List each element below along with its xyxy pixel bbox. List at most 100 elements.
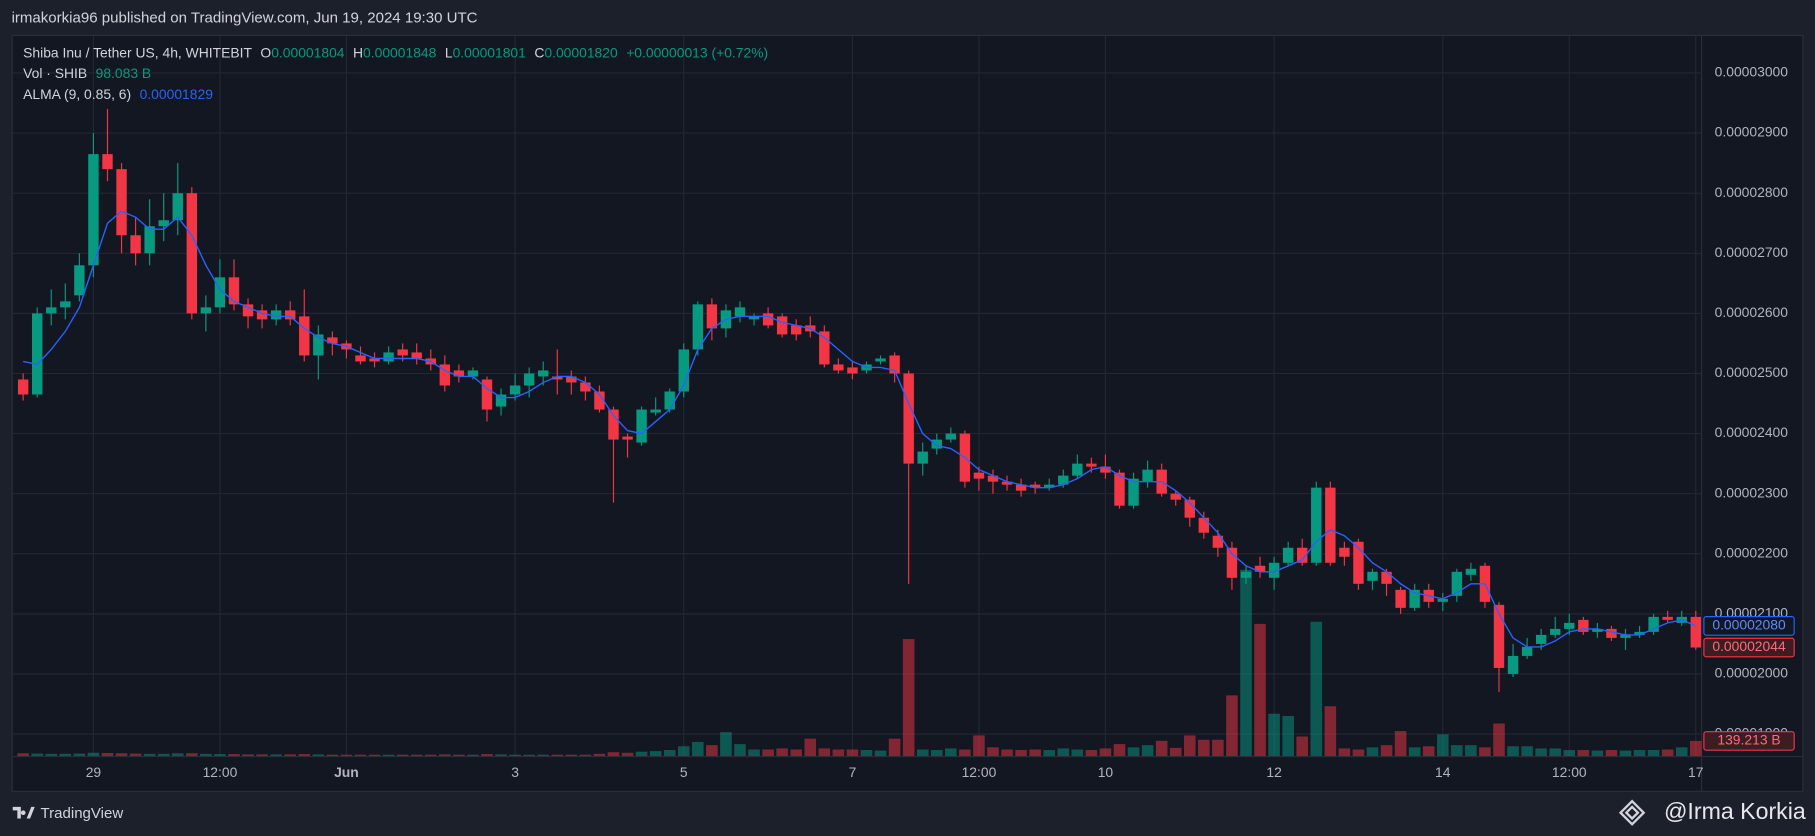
volume-bar xyxy=(1563,750,1576,756)
candle-body xyxy=(1395,589,1406,608)
volume-bar xyxy=(101,752,114,756)
volume-bar xyxy=(930,750,943,756)
candle-body xyxy=(580,382,591,392)
candle-body xyxy=(917,451,928,464)
volume-bar xyxy=(1605,750,1618,756)
x-tick-label: 12:00 xyxy=(203,764,238,780)
ohlc-value: 0.00001820 xyxy=(544,44,618,60)
candle-body xyxy=(734,307,746,317)
candle-body xyxy=(1297,547,1308,563)
candle-body xyxy=(706,304,718,329)
candle-body xyxy=(242,304,254,317)
volume-bar xyxy=(692,741,704,756)
candle-body xyxy=(256,310,268,320)
volume-bar xyxy=(129,753,142,756)
volume-bar xyxy=(115,753,128,756)
alma-last-label: 0.00002080 xyxy=(1712,617,1786,633)
volume-bar xyxy=(677,746,690,756)
volume-bar xyxy=(73,753,86,756)
ohlc-key: H xyxy=(353,44,363,60)
candle-body xyxy=(1029,484,1041,488)
volume-last-label: 139.213 B xyxy=(1717,732,1780,748)
candle-body xyxy=(1268,562,1280,578)
candle-body xyxy=(1409,589,1420,608)
candle-body xyxy=(31,313,43,395)
x-tick-label: 7 xyxy=(849,764,857,780)
candle-body xyxy=(566,376,577,383)
candle-body xyxy=(1564,622,1575,629)
volume-bar xyxy=(396,754,409,756)
volume-bar xyxy=(706,745,718,756)
author: @Irma Korkia xyxy=(1664,798,1806,824)
volume-bar xyxy=(888,738,901,756)
y-tick-label: 0.00002400 xyxy=(1715,424,1789,440)
candle-body xyxy=(523,373,535,386)
candle-body xyxy=(748,316,760,320)
volume-bar xyxy=(186,753,198,756)
volume-bar xyxy=(1282,715,1294,756)
x-tick-label: 12:00 xyxy=(1552,764,1587,780)
candle-body xyxy=(439,364,451,386)
candle-body xyxy=(1465,568,1477,575)
candle-body xyxy=(1114,472,1125,506)
volume-bar xyxy=(171,753,184,756)
candle-body xyxy=(650,409,661,413)
y-tick-label: 0.00003000 xyxy=(1715,64,1789,80)
volume-bar xyxy=(1254,623,1266,756)
volume-bar xyxy=(1394,731,1407,756)
candle-body xyxy=(1493,604,1505,668)
ohlc-value: 0.00001804 xyxy=(271,44,345,60)
volume-bar xyxy=(368,754,381,756)
volume-bar xyxy=(1057,748,1070,756)
volume-bar xyxy=(1619,750,1632,756)
volume-bar xyxy=(1591,750,1604,756)
close-last-label: 0.00002044 xyxy=(1712,638,1786,654)
volume-bar xyxy=(17,753,29,756)
x-tick-label: 14 xyxy=(1435,764,1451,780)
volume-bar xyxy=(790,749,802,756)
volume-bar xyxy=(1183,735,1196,756)
volume-bar xyxy=(635,751,648,756)
candle-body xyxy=(116,169,127,236)
candle-body xyxy=(17,379,29,395)
candle-body xyxy=(200,307,212,314)
volume-bar xyxy=(1577,750,1590,756)
candle-body xyxy=(214,277,226,308)
candle-body xyxy=(270,310,282,320)
candle-body xyxy=(552,376,563,380)
ohlc-key: L xyxy=(445,44,453,60)
volume-bar xyxy=(326,754,339,756)
candle-body xyxy=(608,409,619,440)
volume-bar xyxy=(1001,749,1013,756)
volume-bar xyxy=(1268,713,1280,756)
volume-bar xyxy=(1296,736,1309,756)
candle-body xyxy=(46,307,57,314)
volume-bar xyxy=(1521,746,1533,756)
volume-bar xyxy=(256,754,268,756)
candle-body xyxy=(1535,634,1547,644)
x-tick-label: 29 xyxy=(86,764,102,780)
candle-body xyxy=(819,331,830,365)
candle-body xyxy=(1690,616,1701,648)
volume-bar xyxy=(1507,746,1519,756)
volume-bar xyxy=(1212,739,1224,756)
x-tick-label: 3 xyxy=(511,764,519,780)
x-tick-label: Jun xyxy=(334,764,359,780)
volume-bar xyxy=(593,753,606,756)
volume-bar xyxy=(439,754,451,756)
volume-header-value: 98.083 B xyxy=(96,65,152,81)
volume-bar xyxy=(31,753,43,756)
volume-bar xyxy=(143,753,156,756)
ohlc-value: 0.00001801 xyxy=(453,44,527,60)
volume-bar xyxy=(200,753,212,756)
volume-bar xyxy=(804,738,817,756)
volume-bar xyxy=(298,754,311,756)
volume-bar xyxy=(748,749,760,756)
volume-bar xyxy=(734,744,746,756)
volume-bar xyxy=(874,750,887,756)
volume-bar xyxy=(481,754,493,756)
volume-bar xyxy=(467,754,479,756)
alma-line xyxy=(23,210,1697,648)
candle-body xyxy=(102,154,113,170)
